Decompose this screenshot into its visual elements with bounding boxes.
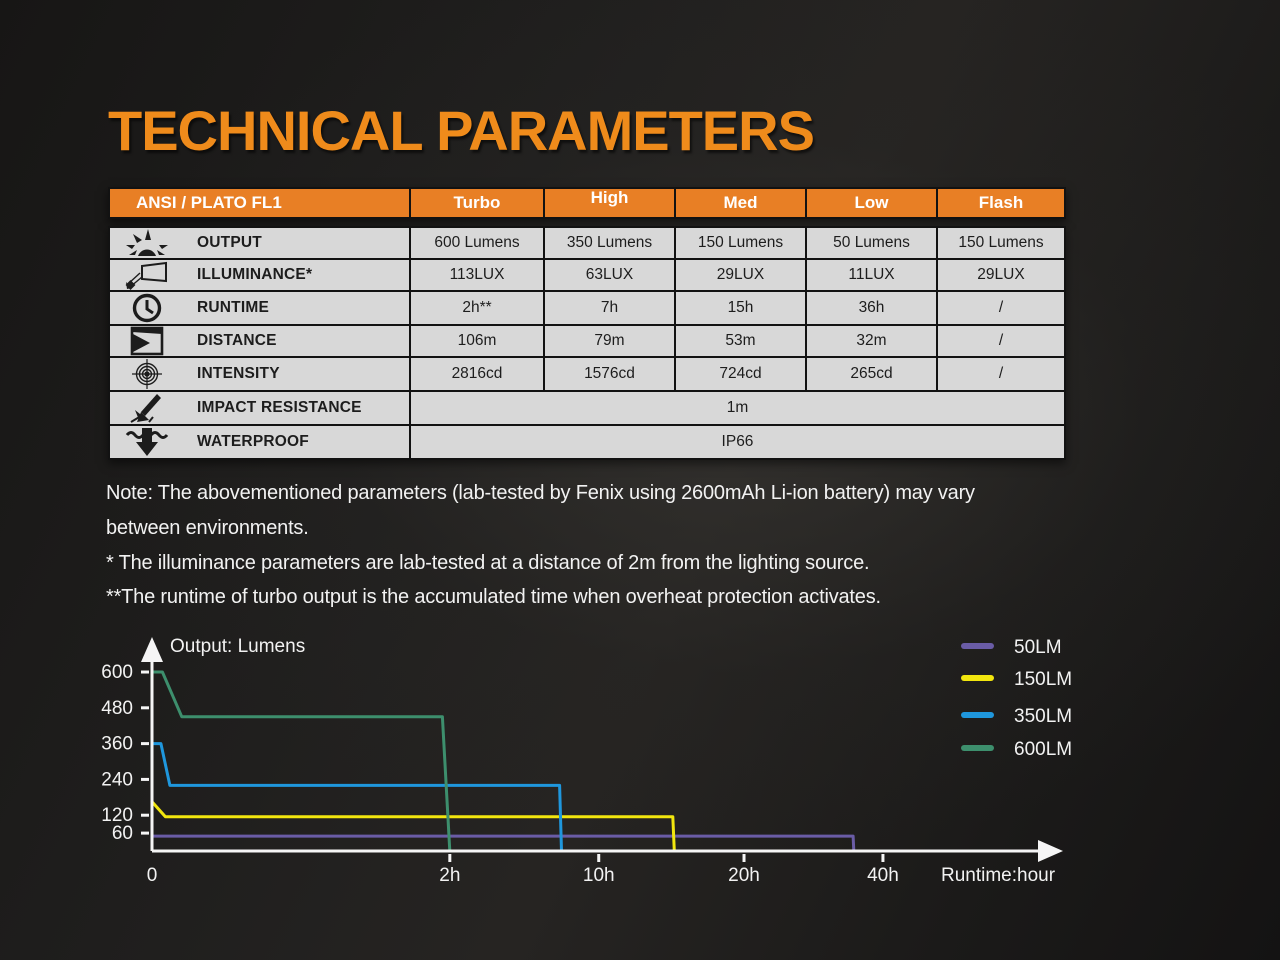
illuminance-icon: [121, 261, 173, 289]
table-row-waterproof: WATERPROOF IP66: [108, 424, 1066, 460]
cell-runtime-med: 15h: [674, 290, 807, 326]
row-label: RUNTIME: [197, 299, 270, 316]
cell-illuminance-flash: 29LUX: [936, 258, 1066, 292]
note-line: between environments.: [106, 516, 309, 539]
row-label: ILLUMINANCE*: [197, 266, 313, 283]
svg-text:Output: Lumens: Output: Lumens: [170, 636, 305, 657]
cell-output-high: 350 Lumens: [543, 226, 676, 260]
cell-distance-med: 53m: [674, 324, 807, 358]
table-row-output: OUTPUT 600 Lumens 350 Lumens 150 Lumens …: [108, 226, 1066, 260]
legend-label: 50LM: [1014, 637, 1062, 658]
cell-illuminance-turbo: 113LUX: [409, 258, 545, 292]
svg-text:360: 360: [101, 734, 133, 755]
impact-icon: [121, 393, 173, 423]
cell-impact-resistance-value: 1m: [409, 390, 1066, 426]
cell-runtime-turbo: 2h**: [409, 290, 545, 326]
cell-illuminance-med: 29LUX: [674, 258, 807, 292]
parameters-table-header: ANSI / PLATO FL1 Turbo High Med Low Flas…: [108, 187, 1066, 219]
cell-distance-flash: /: [936, 324, 1066, 358]
parameters-table: OUTPUT 600 Lumens 350 Lumens 150 Lumens …: [108, 226, 1066, 460]
cell-intensity-turbo: 2816cd: [409, 356, 545, 392]
header-mode-low: Low: [805, 187, 938, 219]
table-row-impact-resistance: IMPACT RESISTANCE 1m: [108, 390, 1066, 426]
header-mode-high: High: [543, 187, 676, 219]
cell-distance-low: 32m: [805, 324, 938, 358]
cell-intensity-flash: /: [936, 356, 1066, 392]
cell-output-med: 150 Lumens: [674, 226, 807, 260]
table-row-distance: DISTANCE 106m 79m 53m 32m /: [108, 324, 1066, 358]
row-label: INTENSITY: [197, 365, 280, 382]
table-row-intensity: INTENSITY 2816cd 1576cd 724cd 265cd /: [108, 356, 1066, 392]
table-row-runtime: RUNTIME 2h** 7h 15h 36h /: [108, 290, 1066, 326]
notes-block: Note: The abovementioned parameters (lab…: [106, 476, 1086, 615]
legend-label: 350LM: [1014, 706, 1072, 727]
svg-text:10h: 10h: [583, 865, 615, 886]
svg-text:20h: 20h: [728, 865, 760, 886]
cell-intensity-med: 724cd: [674, 356, 807, 392]
row-label: OUTPUT: [197, 234, 262, 251]
svg-text:2h: 2h: [439, 865, 460, 886]
waterproof-icon: [121, 427, 173, 457]
row-label: IMPACT RESISTANCE: [197, 399, 362, 416]
cell-output-low: 50 Lumens: [805, 226, 938, 260]
legend-label: 150LM: [1014, 669, 1072, 690]
header-ansi-plato: ANSI / PLATO FL1: [108, 187, 411, 219]
note-line: Note: The abovementioned parameters (lab…: [106, 482, 975, 504]
intensity-icon: [121, 359, 173, 389]
cell-illuminance-low: 11LUX: [805, 258, 938, 292]
distance-icon: [121, 327, 173, 355]
cell-output-flash: 150 Lumens: [936, 226, 1066, 260]
svg-text:Runtime:hour: Runtime:hour: [941, 865, 1056, 886]
cell-illuminance-high: 63LUX: [543, 258, 676, 292]
svg-text:240: 240: [101, 769, 133, 790]
cell-runtime-low: 36h: [805, 290, 938, 326]
cell-intensity-high: 1576cd: [543, 356, 676, 392]
cell-output-turbo: 600 Lumens: [409, 226, 545, 260]
svg-text:0: 0: [147, 865, 158, 886]
cell-runtime-flash: /: [936, 290, 1066, 326]
svg-text:480: 480: [101, 698, 133, 719]
cell-intensity-low: 265cd: [805, 356, 938, 392]
row-label: WATERPROOF: [197, 433, 309, 450]
header-mode-flash: Flash: [936, 187, 1066, 219]
cell-waterproof-value: IP66: [409, 424, 1066, 460]
legend-label: 600LM: [1014, 739, 1072, 760]
row-label: DISTANCE: [197, 332, 277, 349]
page-title: TECHNICAL PARAMETERS: [108, 99, 815, 162]
table-row-illuminance: ILLUMINANCE* 113LUX 63LUX 29LUX 11LUX 29…: [108, 258, 1066, 292]
svg-text:40h: 40h: [867, 865, 899, 886]
cell-distance-turbo: 106m: [409, 324, 545, 358]
svg-text:120: 120: [101, 805, 133, 826]
runtime-icon: [121, 293, 173, 323]
note-line: **The runtime of turbo output is the acc…: [106, 586, 881, 609]
cell-distance-high: 79m: [543, 324, 676, 358]
note-line: * The illuminance parameters are lab-tes…: [106, 551, 870, 574]
output-icon: [121, 229, 173, 257]
svg-text:600: 600: [101, 662, 133, 683]
header-mode-turbo: Turbo: [409, 187, 545, 219]
header-mode-med: Med: [674, 187, 807, 219]
svg-text:60: 60: [112, 823, 133, 844]
cell-runtime-high: 7h: [543, 290, 676, 326]
